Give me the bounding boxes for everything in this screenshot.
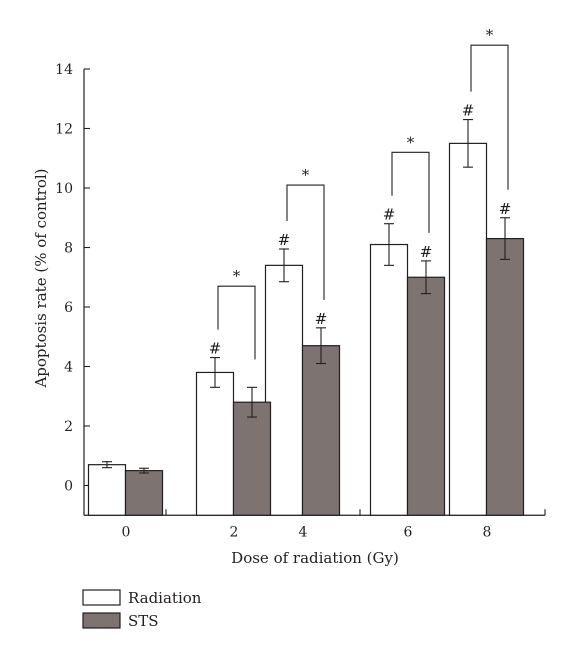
x-tick-label: 0 bbox=[122, 524, 131, 540]
x-tick-label: 4 bbox=[299, 524, 308, 540]
bar-radiation bbox=[448, 142, 488, 516]
y-ticks: 0 2 4 6 8 10 12 14 bbox=[55, 62, 90, 495]
y-tick-label: 14 bbox=[55, 62, 73, 78]
x-tick-label: 2 bbox=[230, 524, 239, 540]
x-axis-title: Dose of radiation (Gy) bbox=[231, 549, 399, 567]
significance-bracket bbox=[217, 285, 256, 360]
significance-markers: # # # # # # # bbox=[209, 102, 512, 358]
significance-brackets: * * * * bbox=[217, 26, 509, 360]
legend-swatch-radiation bbox=[82, 589, 121, 606]
significance-hash-sts: # bbox=[499, 200, 512, 218]
error-bars bbox=[102, 119, 510, 474]
significance-star: * bbox=[407, 133, 415, 151]
bars bbox=[87, 142, 525, 516]
significance-hash-radiation: # bbox=[278, 231, 291, 249]
significance-star: * bbox=[486, 26, 494, 44]
y-tick-label: 12 bbox=[55, 122, 73, 138]
y-tick-label: 4 bbox=[64, 360, 73, 376]
legend-label-radiation: Radiation bbox=[128, 589, 202, 607]
significance-hash-sts: # bbox=[315, 310, 328, 328]
bar-sts bbox=[301, 345, 341, 516]
bar-radiation bbox=[195, 371, 235, 516]
bar-radiation bbox=[369, 243, 409, 516]
y-tick-label: 2 bbox=[64, 419, 73, 435]
y-tick-label: 10 bbox=[55, 181, 73, 197]
x-tick-label: 6 bbox=[404, 524, 413, 540]
x-tick-label: 8 bbox=[483, 524, 492, 540]
legend-label-sts: STS bbox=[128, 612, 159, 630]
bar-sts bbox=[485, 237, 525, 516]
legend-swatch-sts bbox=[82, 612, 121, 629]
significance-star: * bbox=[302, 166, 310, 184]
y-tick-label: 8 bbox=[64, 241, 73, 257]
legend: Radiation STS bbox=[82, 589, 202, 630]
bar-sts bbox=[124, 470, 164, 516]
significance-hash-sts: # bbox=[420, 243, 433, 261]
y-tick-label: 0 bbox=[64, 479, 73, 495]
y-axis-title: Apoptosis rate (% of control) bbox=[32, 168, 50, 388]
y-tick-label: 6 bbox=[64, 300, 73, 316]
significance-hash-radiation: # bbox=[383, 206, 396, 224]
bar-sts bbox=[232, 401, 272, 516]
bar-radiation bbox=[87, 464, 127, 516]
significance-star: * bbox=[233, 267, 241, 285]
significance-bracket bbox=[286, 184, 325, 300]
bar-sts bbox=[406, 276, 446, 516]
significance-bracket bbox=[470, 44, 509, 190]
significance-hash-radiation: # bbox=[462, 102, 475, 120]
significance-hash-radiation: # bbox=[209, 340, 222, 358]
significance-bracket bbox=[391, 151, 430, 233]
